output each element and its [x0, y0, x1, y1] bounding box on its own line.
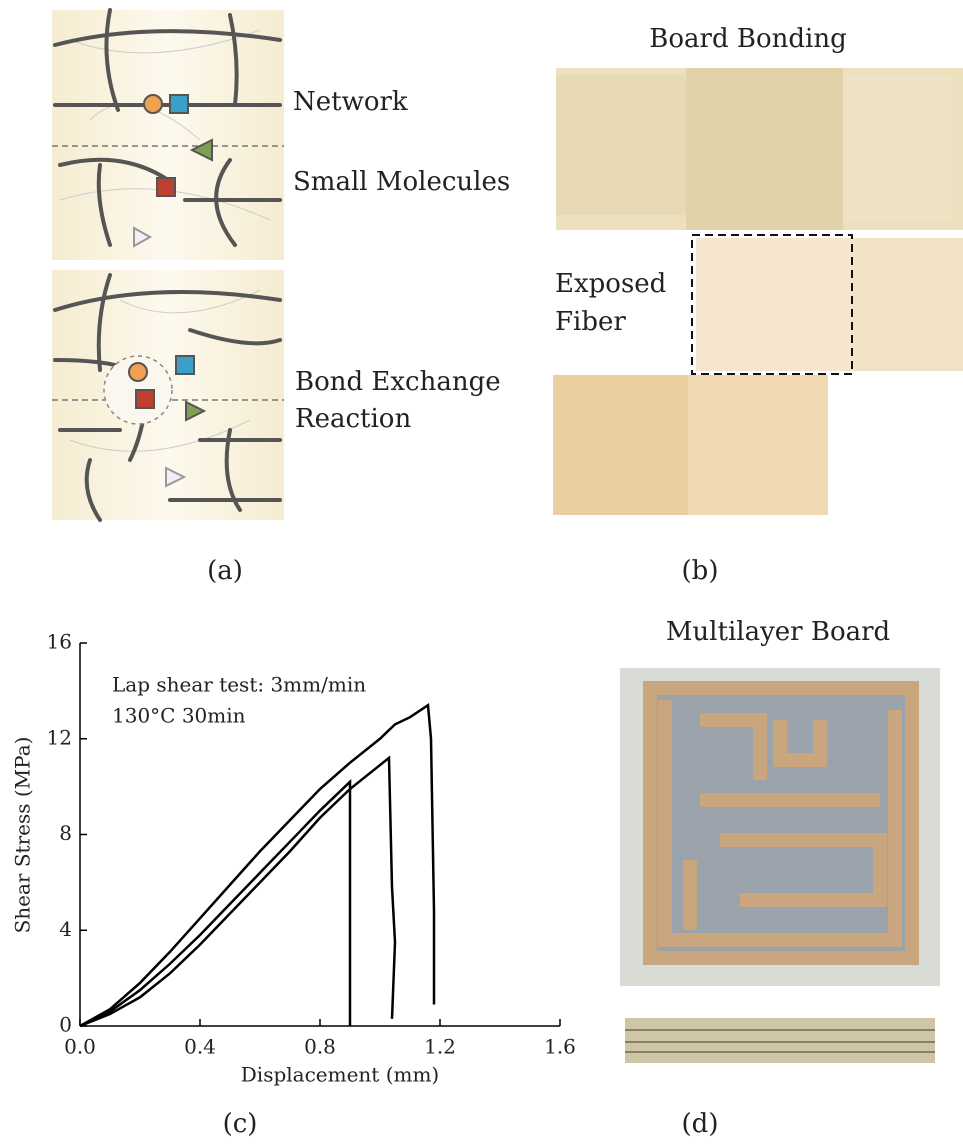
x-tick-label: 0.8 [304, 1035, 336, 1059]
diagram-a [52, 10, 284, 520]
annotation: 130°C 30min [112, 704, 246, 728]
title: Multilayer Board [666, 617, 890, 647]
label: Exposed [555, 269, 666, 299]
y-axis-label: Shear Stress (MPa) [11, 737, 35, 934]
caption: (b) [682, 556, 719, 586]
x-axis-label: Displacement (mm) [241, 1063, 439, 1087]
x-tick-label: 0.0 [64, 1035, 96, 1059]
x-tick-label: 1.6 [544, 1035, 576, 1059]
title: Board Bonding [649, 24, 846, 54]
label: Network [293, 87, 408, 117]
x-tick-label: 0.4 [184, 1035, 216, 1059]
caption: (c) [223, 1109, 258, 1139]
y-tick-label: 0 [59, 1013, 72, 1037]
label: Reaction [295, 404, 411, 434]
data-line [80, 758, 395, 1026]
data-line [80, 782, 350, 1026]
y-tick-label: 8 [59, 821, 72, 845]
figure: Network Small Molecules Bond Exchange Re… [0, 0, 963, 1145]
y-tick-label: 12 [47, 725, 72, 749]
label: Fiber [555, 307, 626, 337]
x-tick-label: 1.2 [424, 1035, 456, 1059]
y-tick-label: 4 [59, 917, 72, 941]
caption: (a) [207, 556, 243, 586]
label: Small Molecules [293, 167, 510, 197]
y-tick-label: 16 [47, 630, 72, 654]
annotation: Lap shear test: 3mm/min [112, 673, 366, 697]
caption: (d) [682, 1109, 719, 1139]
data-line [80, 705, 434, 1026]
label: Bond Exchange [295, 367, 501, 397]
photo-d [620, 668, 940, 1063]
